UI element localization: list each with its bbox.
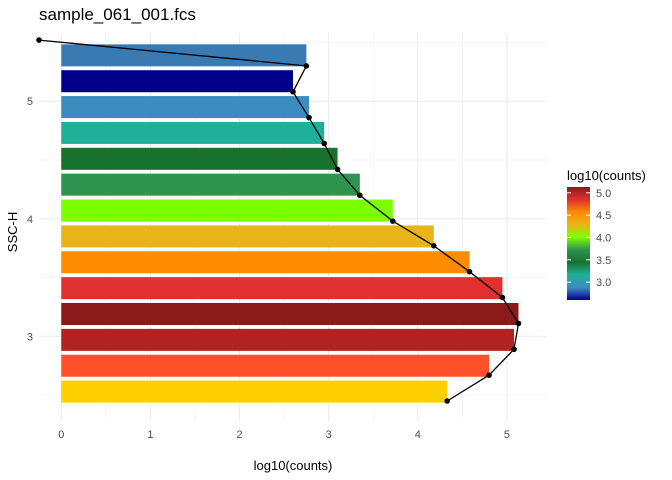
data-point bbox=[486, 372, 492, 378]
color-legend: log10(counts) 3.0 3.5 4.0 4.5 5.0 bbox=[567, 168, 646, 300]
y-tick-label: 3 bbox=[27, 331, 33, 343]
data-point bbox=[334, 166, 341, 173]
data-point bbox=[431, 243, 437, 249]
x-tick-label: 3 bbox=[326, 429, 332, 441]
bar bbox=[61, 251, 470, 274]
bar bbox=[61, 121, 325, 144]
legend-tick-label: 5.0 bbox=[596, 188, 611, 200]
bar bbox=[61, 70, 293, 93]
x-tick-label: 1 bbox=[147, 429, 153, 441]
data-point bbox=[515, 320, 522, 327]
data-point bbox=[290, 88, 296, 95]
data-point bbox=[357, 192, 363, 199]
y-tick-label: 5 bbox=[27, 96, 33, 108]
legend-title: log10(counts) bbox=[567, 168, 646, 183]
data-point bbox=[390, 218, 396, 224]
bar bbox=[61, 354, 490, 377]
data-point bbox=[36, 37, 42, 43]
x-axis-ticks: 0 1 2 3 4 5 bbox=[58, 429, 510, 441]
x-tick-label: 5 bbox=[504, 429, 510, 441]
line-series bbox=[36, 37, 522, 404]
legend-ticks: 3.0 3.5 4.0 4.5 5.0 bbox=[567, 188, 611, 289]
bar bbox=[61, 328, 515, 351]
data-point bbox=[499, 294, 506, 301]
legend-colorbar bbox=[567, 187, 590, 300]
bar bbox=[61, 225, 434, 248]
x-tick-label: 4 bbox=[415, 429, 421, 441]
bar bbox=[61, 173, 360, 196]
bar bbox=[61, 147, 338, 170]
data-point bbox=[303, 63, 310, 69]
y-axis-title: SSC-H bbox=[5, 212, 20, 252]
plot-panel bbox=[36, 33, 547, 421]
legend-tick-label: 3.0 bbox=[596, 277, 611, 289]
data-point bbox=[321, 140, 327, 147]
y-axis-ticks: 3 4 5 bbox=[27, 96, 33, 343]
bar bbox=[61, 277, 503, 300]
x-tick-label: 2 bbox=[236, 429, 242, 441]
x-tick-label: 0 bbox=[58, 429, 64, 441]
data-point bbox=[466, 268, 473, 275]
data-point bbox=[444, 398, 450, 404]
chart-title: sample_061_001.fcs bbox=[39, 5, 196, 24]
legend-tick-label: 3.5 bbox=[596, 255, 611, 267]
legend-tick-label: 4.5 bbox=[596, 210, 611, 222]
bar bbox=[61, 380, 448, 403]
data-point bbox=[306, 114, 312, 121]
legend-tick-label: 4.0 bbox=[596, 232, 611, 244]
bar bbox=[61, 44, 307, 67]
x-axis-title: log10(counts) bbox=[254, 458, 333, 473]
y-tick-label: 4 bbox=[27, 214, 33, 226]
bar bbox=[61, 303, 519, 326]
bar bbox=[61, 96, 310, 119]
data-point bbox=[511, 346, 517, 353]
bar bbox=[61, 199, 393, 222]
bars bbox=[61, 44, 519, 403]
